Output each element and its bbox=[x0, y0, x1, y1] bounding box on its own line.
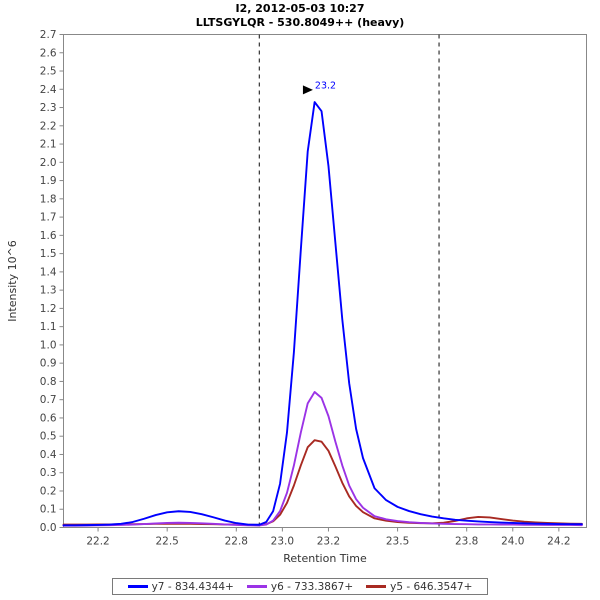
x-tick-label: 24.2 bbox=[547, 536, 570, 548]
chart-title-line-1: I2, 2012-05-03 10:27 bbox=[235, 2, 365, 15]
x-tick-label: 22.8 bbox=[225, 536, 248, 548]
y-tick-label: 2.6 bbox=[40, 47, 57, 59]
x-tick-label: 24.0 bbox=[501, 536, 524, 548]
peak-apex-annotation: 23.2 bbox=[302, 80, 336, 95]
y-tick-label: 1.1 bbox=[40, 321, 57, 333]
y-tick-label: 1.2 bbox=[40, 303, 57, 315]
legend-item-y5[interactable]: y5 - 646.3547+ bbox=[366, 581, 472, 593]
legend-swatch-y5 bbox=[366, 585, 387, 588]
legend-label-y7: y7 - 834.4344+ bbox=[151, 580, 234, 593]
series-line-y6 bbox=[62, 391, 583, 527]
y-tick-label: 0.4 bbox=[40, 449, 57, 461]
x-tick-label: 23.5 bbox=[386, 536, 409, 548]
legend-label-y6: y6 - 733.3867+ bbox=[270, 580, 354, 593]
y-axis-ticks: 0.0 0.1 0.2 0.3 0.4 0.5 0.6 0.7 0.8 0.9 1.0 1.1 1.2 1… bbox=[40, 29, 64, 534]
chart-title-block: I2, 2012-05-03 10:27 LLTSGYLQR - 530.804… bbox=[0, 2, 600, 30]
y-tick-label: 0.7 bbox=[40, 394, 57, 406]
peak-apex-label: 23.2 bbox=[315, 80, 336, 91]
play-triangle-icon bbox=[302, 85, 313, 95]
y-tick-label: 0.2 bbox=[40, 485, 57, 497]
x-tick-label: 22.2 bbox=[86, 536, 109, 548]
series-lines bbox=[62, 101, 583, 527]
legend-item-y7[interactable]: y7 - 834.4344+ bbox=[127, 580, 234, 593]
chart-title-line-2: LLTSGYLQR - 530.8049++ (heavy) bbox=[195, 16, 405, 29]
x-tick-label: 22.5 bbox=[155, 536, 178, 548]
legend-swatch-y6 bbox=[246, 585, 267, 588]
integration-boundary-lines[interactable] bbox=[258, 34, 440, 528]
y-tick-label: 0.5 bbox=[40, 431, 57, 443]
y-tick-label: 1.4 bbox=[40, 266, 57, 278]
y-tick-label: 2.0 bbox=[40, 157, 57, 169]
chart-legend: y7 - 834.4344+ y6 - 733.3867+ y5 - 646.3… bbox=[112, 578, 488, 595]
y-tick-label: 1.5 bbox=[40, 248, 57, 260]
y-tick-label: 1.0 bbox=[40, 339, 57, 351]
series-line-y7 bbox=[62, 101, 583, 527]
y-tick-label: 1.6 bbox=[40, 230, 57, 242]
x-tick-label: 23.0 bbox=[271, 536, 294, 548]
y-tick-label: 0.0 bbox=[40, 522, 57, 534]
legend-swatch-y7 bbox=[127, 585, 148, 588]
y-tick-label: 1.3 bbox=[40, 285, 57, 297]
y-tick-label: 2.2 bbox=[40, 120, 57, 132]
y-tick-label: 2.4 bbox=[40, 84, 57, 96]
y-tick-label: 1.9 bbox=[40, 175, 57, 187]
y-tick-label: 2.5 bbox=[40, 66, 57, 78]
y-tick-label: 0.1 bbox=[40, 504, 57, 516]
y-tick-label: 0.9 bbox=[40, 358, 57, 370]
x-axis-title: Retention Time bbox=[283, 552, 367, 565]
plot-frame bbox=[63, 34, 587, 528]
x-tick-label: 23.2 bbox=[317, 536, 340, 548]
x-axis-ticks: 22.2 22.5 22.8 23.0 23.2 23.5 23.8 24.0 24.2 bbox=[86, 527, 571, 548]
series-line-y5 bbox=[62, 439, 583, 526]
y-tick-label: 2.7 bbox=[40, 29, 57, 41]
y-tick-label: 0.6 bbox=[40, 412, 57, 424]
y-axis-title: Intensity 10^6 bbox=[6, 240, 19, 322]
legend-item-y6[interactable]: y6 - 733.3867+ bbox=[246, 580, 354, 593]
y-tick-label: 1.7 bbox=[40, 212, 57, 224]
y-tick-label: 1.8 bbox=[40, 193, 57, 205]
y-tick-label: 2.3 bbox=[40, 102, 57, 114]
y-tick-label: 2.1 bbox=[40, 139, 57, 151]
x-tick-label: 23.8 bbox=[455, 536, 478, 548]
y-tick-label: 0.8 bbox=[40, 376, 57, 388]
legend-label-y5: y5 - 646.3547+ bbox=[390, 580, 473, 593]
y-tick-label: 0.3 bbox=[40, 467, 57, 479]
